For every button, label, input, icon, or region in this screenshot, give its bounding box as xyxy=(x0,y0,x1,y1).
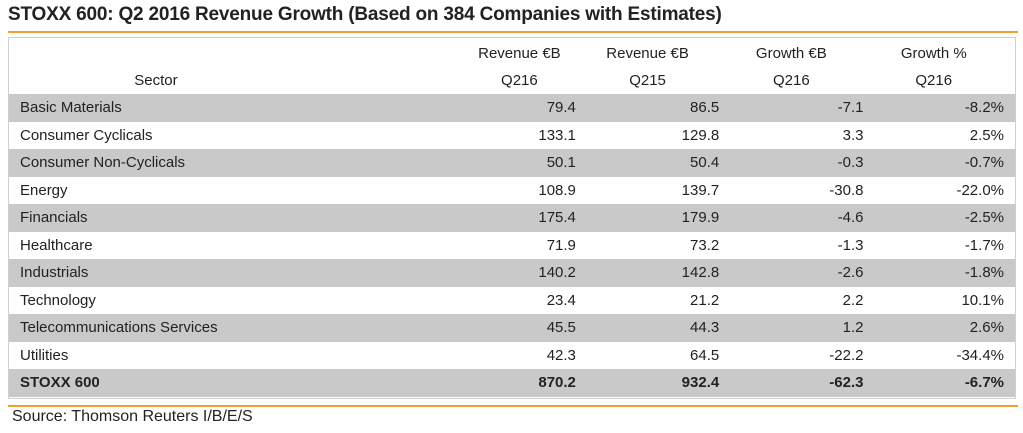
revenue-q215-cell: 86.5 xyxy=(575,94,720,122)
sector-cell: Industrials xyxy=(9,259,303,287)
table-body: Basic Materials 79.4 86.5 -7.1 -8.2% Consumer… xyxy=(9,94,1015,397)
growth-pct-cell: -1.7% xyxy=(964,236,1004,254)
table-row: Energy 108.9 139.7 -30.8 -22.0% xyxy=(9,177,1015,205)
revenue-q216-cell: 79.4 xyxy=(302,94,576,122)
growth-pct-cell: -8.2% xyxy=(863,94,1015,122)
table-row: Financials 175.4 179.9 -4.6 -2.5% xyxy=(9,204,1015,232)
total-row: STOXX 600 870.2 932.4 -62.3 -6.7% xyxy=(9,369,1015,397)
revenue-q216-cell: 45.5 xyxy=(302,314,576,342)
header-cell: Revenue €B xyxy=(478,45,561,62)
total-revenue-q216-cell: 870.2 xyxy=(302,369,576,397)
sector-cell: Basic Materials xyxy=(9,94,303,122)
growth-pct-cell: -1.8% xyxy=(863,259,1015,287)
table-row: Utilities 42.3 64.5 -22.2 -34.4% xyxy=(9,342,1015,370)
growth-eb-cell: -0.3 xyxy=(719,149,864,177)
revenue-q216-cell: 71.9 xyxy=(546,236,576,254)
bottom-accent-rule xyxy=(8,405,1018,407)
total-growth-eb-cell: -62.3 xyxy=(719,369,864,397)
revenue-q215-cell: 44.3 xyxy=(575,314,720,342)
growth-pct-cell: -34.4% xyxy=(956,346,1004,364)
revenue-q215-cell: 139.7 xyxy=(681,181,720,199)
sector-cell: Financials xyxy=(9,204,303,232)
table-title: STOXX 600: Q2 2016 Revenue Growth (Based… xyxy=(8,4,722,25)
header-cell xyxy=(9,40,303,67)
growth-pct-cell: -0.7% xyxy=(863,149,1015,177)
header-cell: Sector xyxy=(134,72,178,89)
header-row-1: Revenue €B Revenue €B Growth €B Growth % xyxy=(9,40,1015,67)
growth-pct-cell: 2.5% xyxy=(969,126,1004,144)
header-cell: Q216 xyxy=(915,72,953,89)
revenue-q216-cell: 23.4 xyxy=(546,291,576,309)
revenue-q215-cell: 129.8 xyxy=(681,126,720,144)
total-growth-pct-cell: -6.7% xyxy=(863,369,1015,397)
top-accent-rule xyxy=(8,31,1018,33)
revenue-q215-cell: 142.8 xyxy=(575,259,720,287)
table-frame xyxy=(8,37,1016,399)
total-revenue-q215-cell: 932.4 xyxy=(575,369,720,397)
header-cell: Revenue €B xyxy=(606,45,689,62)
growth-pct-cell: 10.1% xyxy=(961,291,1004,309)
table-row: Healthcare 71.9 73.2 -1.3 -1.7% xyxy=(9,232,1015,260)
source-note: Source: Thomson Reuters I/B/E/S xyxy=(12,408,253,425)
sector-cell: Energy xyxy=(20,181,68,199)
table-row: Consumer Cyclicals 133.1 129.8 3.3 2.5% xyxy=(9,122,1015,150)
revenue-q216-cell: 42.3 xyxy=(546,346,576,364)
revenue-q215-cell: 21.2 xyxy=(690,291,720,309)
sector-cell: Telecommunications Services xyxy=(9,314,303,342)
sector-cell: Consumer Non-Cyclicals xyxy=(9,149,303,177)
growth-eb-cell: -1.3 xyxy=(837,236,864,254)
revenue-q215-cell: 179.9 xyxy=(575,204,720,232)
revenue-q216-cell: 108.9 xyxy=(538,181,576,199)
sector-cell: Technology xyxy=(20,291,96,309)
growth-pct-cell: -2.5% xyxy=(863,204,1015,232)
header-cell: Q215 xyxy=(629,72,666,89)
revenue-growth-table: Revenue €B Revenue €B Growth €B Growth %… xyxy=(9,40,1015,397)
growth-eb-cell: 1.2 xyxy=(719,314,864,342)
growth-eb-cell: 2.2 xyxy=(842,291,864,309)
sector-cell: Consumer Cyclicals xyxy=(20,126,153,144)
revenue-q215-cell: 64.5 xyxy=(690,346,720,364)
header-cell: Q216 xyxy=(773,72,810,89)
revenue-q215-cell: 50.4 xyxy=(575,149,720,177)
growth-eb-cell: -4.6 xyxy=(719,204,864,232)
revenue-q216-cell: 133.1 xyxy=(538,126,576,144)
growth-eb-cell: -7.1 xyxy=(719,94,864,122)
header-cell: Q216 xyxy=(501,72,538,89)
sector-cell: Healthcare xyxy=(20,236,93,254)
revenue-q216-cell: 50.1 xyxy=(302,149,576,177)
growth-pct-cell: -22.0% xyxy=(956,181,1004,199)
header-row-2: Sector Q216 Q215 Q216 Q216 xyxy=(9,67,1015,94)
revenue-q216-cell: 140.2 xyxy=(302,259,576,287)
growth-eb-cell: -30.8 xyxy=(829,181,864,199)
table-row: Industrials 140.2 142.8 -2.6 -1.8% xyxy=(9,259,1015,287)
table-row: Basic Materials 79.4 86.5 -7.1 -8.2% xyxy=(9,94,1015,122)
header-cell: Growth % xyxy=(900,45,967,62)
sector-cell: Utilities xyxy=(20,346,69,364)
total-sector-cell: STOXX 600 xyxy=(9,369,303,397)
table-row: Technology 23.4 21.2 2.2 10.1% xyxy=(9,287,1015,315)
header-cell: Growth €B xyxy=(755,45,827,62)
revenue-q215-cell: 73.2 xyxy=(690,236,720,254)
growth-eb-cell: -22.2 xyxy=(829,346,864,364)
growth-pct-cell: 2.6% xyxy=(863,314,1015,342)
table-row: Telecommunications Services 45.5 44.3 1.2 2.… xyxy=(9,314,1015,342)
revenue-q216-cell: 175.4 xyxy=(302,204,576,232)
growth-eb-cell: -2.6 xyxy=(719,259,864,287)
table-row: Consumer Non-Cyclicals 50.1 50.4 -0.3 -0.7% xyxy=(9,149,1015,177)
growth-eb-cell: 3.3 xyxy=(842,126,864,144)
